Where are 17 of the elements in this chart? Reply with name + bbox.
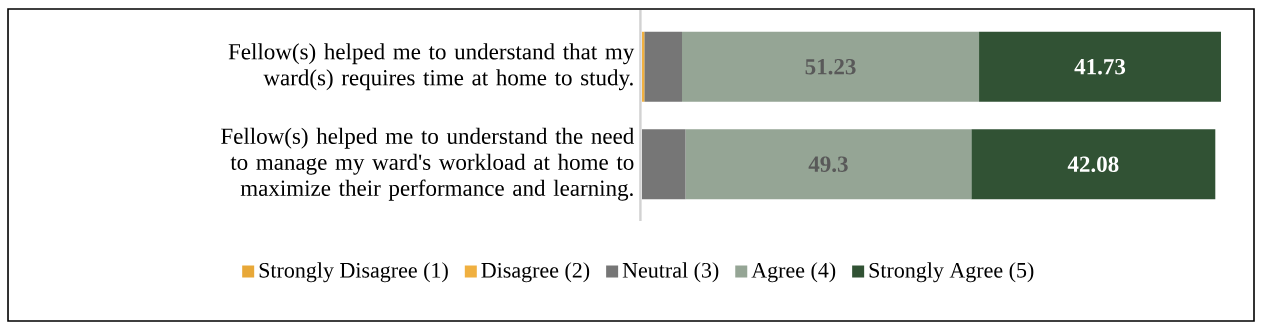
legend-label: Neutral (3) <box>622 262 719 283</box>
bar <box>685 129 972 200</box>
bar <box>644 31 683 102</box>
y-tick-label: Fellow(s) helped me to understand that my ward(s) requires time at home to study. <box>228 43 635 91</box>
data-label: 49.3 <box>808 156 848 173</box>
data-label: 42.08 <box>1067 156 1119 173</box>
data-label: 41.73 <box>1074 58 1126 75</box>
data-label: 51.23 <box>805 58 856 75</box>
legend-label: Disagree (2) <box>481 262 590 283</box>
bar <box>642 129 686 200</box>
legend-label: Agree (4) <box>751 262 836 283</box>
legend-label: Strongly Agree (5) <box>869 262 1034 283</box>
bar <box>971 129 1216 200</box>
legend-label: Strongly Disagree (1) <box>259 262 448 283</box>
bar <box>682 31 980 102</box>
y-tick-label: Fellow(s) helped me to understand the need to manage my ward's workload at home to maximize their performance and learning. <box>221 127 635 201</box>
bar <box>979 31 1221 102</box>
